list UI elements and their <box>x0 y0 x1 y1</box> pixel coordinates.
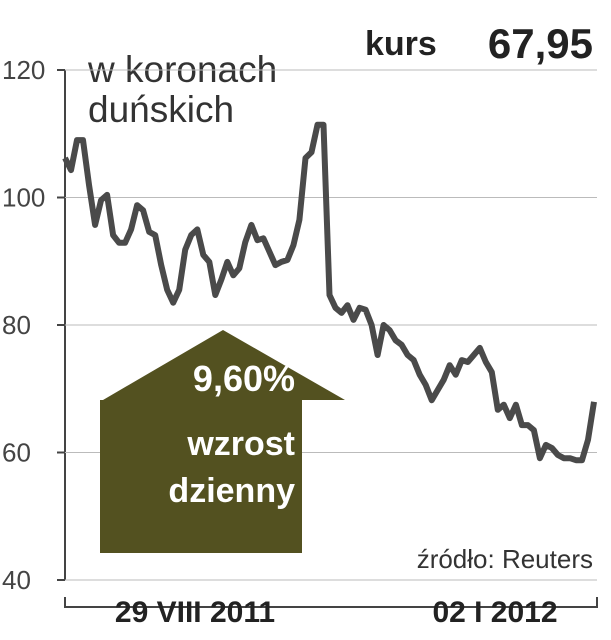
y-tick-label: 60 <box>2 438 31 468</box>
x-label: 29 VIII 2011 <box>115 596 275 629</box>
y-tick-label: 120 <box>2 55 45 85</box>
price-label: kurs <box>365 25 437 63</box>
change-text: 9,60% <box>193 358 295 399</box>
source: źródło: Reuters <box>417 544 593 574</box>
y-tick-label: 80 <box>2 310 31 340</box>
y-tick-label: 40 <box>2 565 31 595</box>
arrow <box>100 330 345 553</box>
price-value: 67,95 <box>488 20 593 67</box>
change-text: dzienny <box>168 472 295 510</box>
x-axis <box>64 597 598 608</box>
y-tick-label: 100 <box>2 183 45 213</box>
x-label: 02 I 2012 <box>432 596 557 629</box>
title-line: duńskich <box>88 89 234 130</box>
change-text: wzrost <box>186 425 295 463</box>
line <box>62 121 597 464</box>
